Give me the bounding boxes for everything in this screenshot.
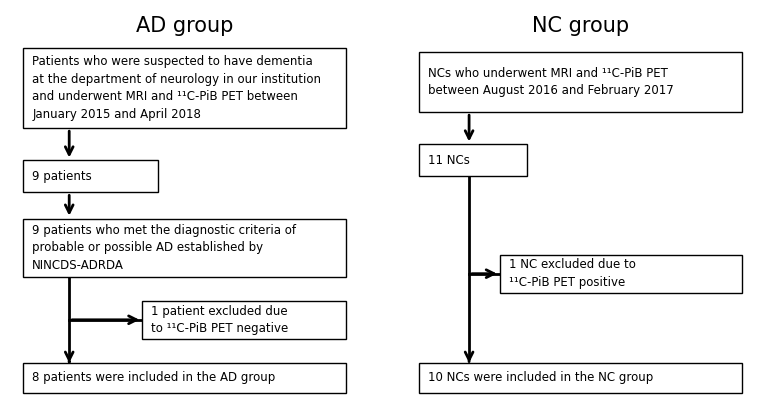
Text: Patients who were suspected to have dementia
at the department of neurology in o: Patients who were suspected to have deme… (32, 55, 321, 121)
FancyBboxPatch shape (23, 219, 346, 277)
FancyBboxPatch shape (23, 48, 346, 128)
FancyBboxPatch shape (500, 255, 742, 293)
FancyBboxPatch shape (419, 52, 742, 112)
Text: 11 NCs: 11 NCs (428, 154, 470, 167)
FancyBboxPatch shape (419, 144, 527, 176)
FancyBboxPatch shape (23, 363, 346, 393)
Text: 9 patients who met the diagnostic criteria of
probable or possible AD establishe: 9 patients who met the diagnostic criter… (32, 224, 296, 271)
FancyBboxPatch shape (142, 301, 346, 339)
FancyBboxPatch shape (419, 363, 742, 393)
Text: AD group: AD group (136, 16, 233, 36)
Text: NCs who underwent MRI and ¹¹C-PiB PET
between August 2016 and February 2017: NCs who underwent MRI and ¹¹C-PiB PET be… (428, 67, 674, 97)
FancyBboxPatch shape (23, 160, 158, 192)
Text: 10 NCs were included in the NC group: 10 NCs were included in the NC group (428, 371, 654, 385)
Text: 9 patients: 9 patients (32, 170, 92, 183)
Text: NC group: NC group (532, 16, 629, 36)
Text: 1 NC excluded due to
¹¹C-PiB PET positive: 1 NC excluded due to ¹¹C-PiB PET positiv… (509, 258, 636, 289)
Text: 1 patient excluded due
to ¹¹C-PiB PET negative: 1 patient excluded due to ¹¹C-PiB PET ne… (151, 304, 288, 335)
Text: 8 patients were included in the AD group: 8 patients were included in the AD group (32, 371, 275, 385)
